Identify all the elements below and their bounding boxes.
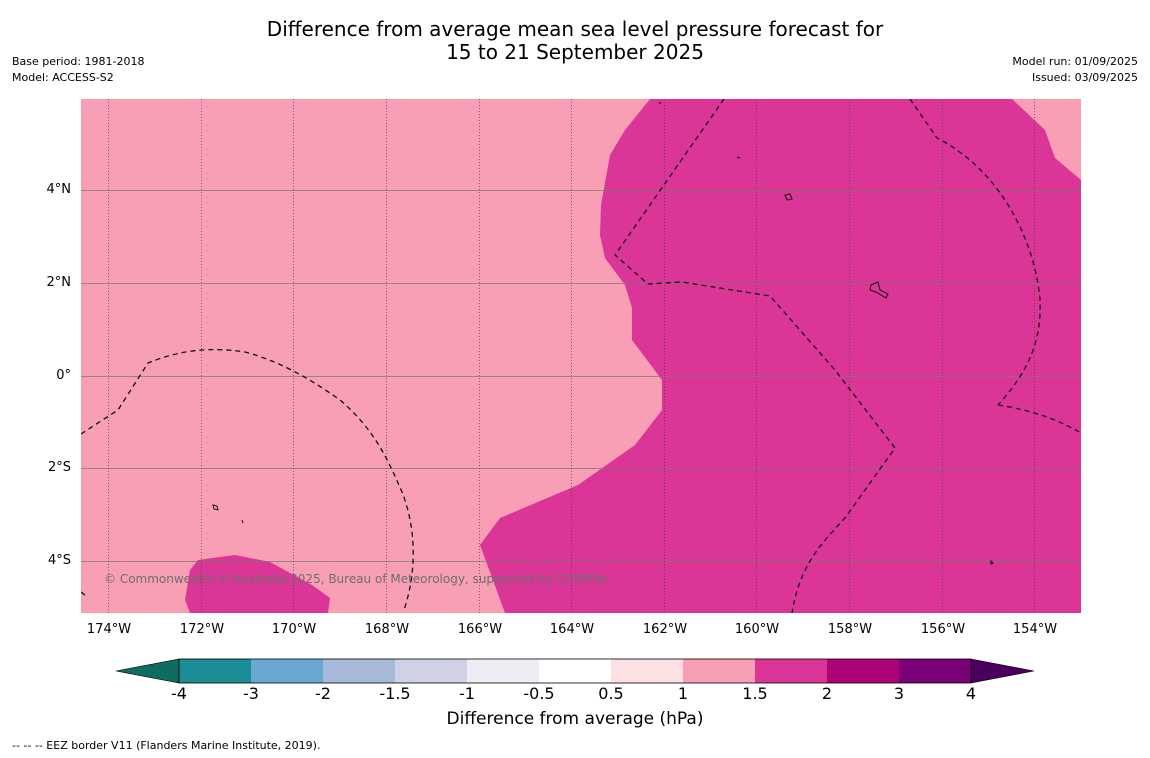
colorbar (115, 658, 1035, 684)
base-period-text: Base period: 1981-2018 (12, 55, 145, 68)
map-title: Difference from average mean sea level p… (0, 18, 1150, 64)
island-4 (990, 559, 994, 565)
lat-label-2N: 2°N (46, 275, 72, 290)
lon-label-172W: 172°W (179, 622, 225, 637)
lon-label-158W: 158°W (827, 622, 873, 637)
colorbar-label: Difference from average (hPa) (446, 709, 704, 729)
island-2 (869, 281, 889, 299)
island-6 (658, 101, 662, 105)
colorbar-tick: -4 (171, 684, 187, 703)
title-line-1: Difference from average mean sea level p… (266, 17, 884, 41)
colorbar-tick: 4 (965, 684, 977, 703)
lon-label-162W: 162°W (642, 622, 688, 637)
model-run-text: Model run: 01/09/2025 (1012, 55, 1138, 68)
meta-left: Base period: 1981-2018 Model: ACCESS-S2 (12, 54, 144, 86)
islands (212, 101, 994, 565)
lon-label-168W: 168°W (364, 622, 410, 637)
colorbar-tick: 3 (893, 684, 905, 703)
latitude-gridlines (81, 190, 1081, 562)
colorbar-bin-11 (899, 659, 971, 683)
colorbar-bin-4 (395, 659, 467, 683)
eez-borders (81, 99, 1081, 613)
colorbar-bin-7 (611, 659, 683, 683)
colorbar-tick: 1 (677, 684, 689, 703)
colorbar-bin-3 (323, 659, 395, 683)
colorbar-min-extension (115, 658, 180, 684)
colorbar-max-extension (970, 658, 1035, 684)
colorbar-tick: -1.5 (379, 684, 411, 703)
colorbar-bin-1 (179, 659, 251, 683)
copyright-notice: © Commonwealth of Australia 2025, Bureau… (104, 572, 610, 586)
colorbar-bin-10 (827, 659, 899, 683)
eez-footer-note: -- -- -- EEZ border V11 (Flanders Marine… (12, 739, 321, 752)
lat-label-4N: 4°N (46, 182, 72, 197)
island-5 (736, 156, 741, 159)
eez-border-west (81, 348, 414, 611)
colorbar-tick: 0.5 (598, 684, 624, 703)
meta-right: Model run: 01/09/2025 Issued: 03/09/2025 (1012, 54, 1138, 86)
colorbar-tick: -0.5 (523, 684, 555, 703)
lon-label-160W: 160°W (734, 622, 780, 637)
lon-label-170W: 170°W (271, 622, 317, 637)
colorbar-tick: -3 (243, 684, 259, 703)
colorbar-bin-2 (251, 659, 323, 683)
lon-label-166W: 166°W (457, 622, 503, 637)
lat-label-0: 0° (56, 368, 71, 383)
eez-border-east (909, 99, 1041, 406)
model-text: Model: ACCESS-S2 (12, 71, 114, 84)
colorbar-tick: 2 (821, 684, 833, 703)
colorbar-bin-5 (467, 659, 539, 683)
colorbar-tick: -2 (315, 684, 331, 703)
eez-border-southwest (81, 591, 87, 597)
island-1 (784, 193, 793, 201)
anomaly-region-1.5-to-2-east (480, 99, 1081, 613)
title-line-2: 15 to 21 September 2025 (446, 40, 704, 64)
lon-label-154W: 154°W (1012, 622, 1058, 637)
colorbar-outline (178, 658, 972, 684)
anomaly-region-1.5-to-2-southwest (185, 555, 330, 613)
colorbar-tick: 1.5 (742, 684, 768, 703)
colorbar-bin-8 (683, 659, 755, 683)
eez-border-central (614, 99, 896, 613)
lon-label-156W: 156°W (920, 622, 966, 637)
colorbar-bin-6 (539, 659, 611, 683)
island-3 (212, 504, 219, 511)
colorbar-tick: -1 (459, 684, 475, 703)
issued-text: Issued: 03/09/2025 (1031, 71, 1138, 84)
island-7 (241, 519, 244, 524)
lat-label-2S: 2°S (47, 460, 71, 475)
lon-label-174W: 174°W (86, 622, 132, 637)
colorbar-bin-9 (755, 659, 827, 683)
lon-label-164W: 164°W (549, 622, 595, 637)
lat-label-4S: 4°S (47, 553, 71, 568)
eez-border-southeast (997, 404, 1081, 434)
